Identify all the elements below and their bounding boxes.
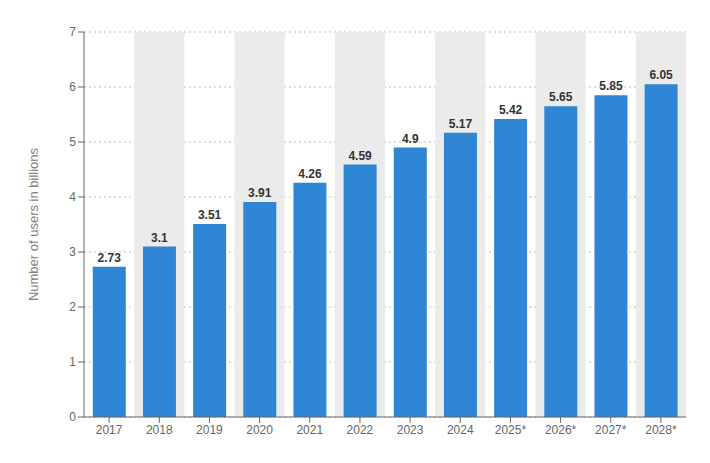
svg-text:4.9: 4.9 xyxy=(402,132,419,146)
svg-text:2019: 2019 xyxy=(196,423,223,437)
svg-text:2021: 2021 xyxy=(296,423,323,437)
svg-text:3.51: 3.51 xyxy=(198,208,222,222)
svg-text:5.85: 5.85 xyxy=(599,79,623,93)
svg-text:6.05: 6.05 xyxy=(649,68,673,82)
svg-text:4: 4 xyxy=(69,190,76,204)
svg-text:2020: 2020 xyxy=(246,423,273,437)
svg-text:7: 7 xyxy=(69,25,76,39)
svg-text:2028*: 2028* xyxy=(645,423,677,437)
svg-text:5: 5 xyxy=(69,135,76,149)
svg-text:6: 6 xyxy=(69,80,76,94)
svg-text:3: 3 xyxy=(69,245,76,259)
svg-text:0: 0 xyxy=(69,410,76,424)
svg-text:3.1: 3.1 xyxy=(151,231,168,245)
svg-text:2025*: 2025* xyxy=(495,423,527,437)
svg-text:2.73: 2.73 xyxy=(98,251,122,265)
svg-text:4.59: 4.59 xyxy=(348,149,372,163)
svg-text:2024: 2024 xyxy=(447,423,474,437)
svg-text:2022: 2022 xyxy=(347,423,374,437)
svg-text:4.26: 4.26 xyxy=(298,167,322,181)
svg-text:3.91: 3.91 xyxy=(248,186,272,200)
svg-text:2: 2 xyxy=(69,300,76,314)
svg-text:2017: 2017 xyxy=(96,423,123,437)
svg-text:Number of users in billions: Number of users in billions xyxy=(26,147,41,301)
svg-text:2023: 2023 xyxy=(397,423,424,437)
svg-text:2026*: 2026* xyxy=(545,423,577,437)
svg-text:2018: 2018 xyxy=(146,423,173,437)
svg-text:5.17: 5.17 xyxy=(449,117,473,131)
svg-text:2027*: 2027* xyxy=(595,423,627,437)
svg-text:5.42: 5.42 xyxy=(499,103,523,117)
svg-text:5.65: 5.65 xyxy=(549,90,573,104)
svg-text:1: 1 xyxy=(69,355,76,369)
